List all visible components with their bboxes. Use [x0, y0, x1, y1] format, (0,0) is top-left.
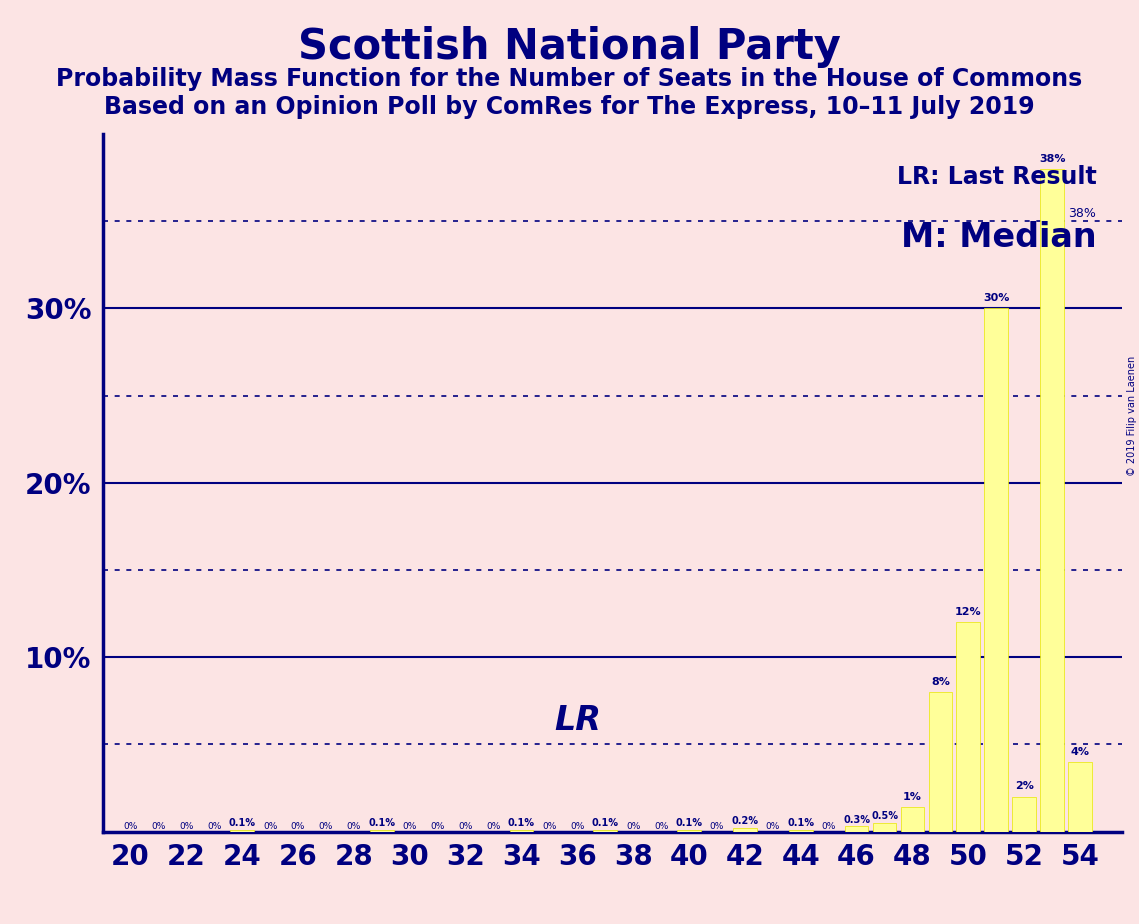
Text: 0%: 0%: [207, 821, 221, 831]
Text: 0.5%: 0.5%: [871, 811, 898, 821]
Text: 0%: 0%: [319, 821, 333, 831]
Text: 0%: 0%: [179, 821, 194, 831]
Text: 0.1%: 0.1%: [675, 818, 703, 828]
Text: 0.1%: 0.1%: [229, 818, 255, 828]
Text: 0.3%: 0.3%: [843, 815, 870, 824]
Text: 30%: 30%: [983, 293, 1009, 303]
Text: 4%: 4%: [1071, 747, 1090, 757]
Bar: [1040, 169, 1064, 832]
Text: 0%: 0%: [626, 821, 640, 831]
Text: 0%: 0%: [290, 821, 305, 831]
Text: 0%: 0%: [431, 821, 445, 831]
Text: 0%: 0%: [654, 821, 669, 831]
Text: 0.1%: 0.1%: [508, 818, 535, 828]
Bar: [734, 828, 756, 832]
Text: M: Median: M: Median: [901, 221, 1097, 254]
Text: 0%: 0%: [710, 821, 724, 831]
Bar: [789, 830, 812, 832]
Text: 38%: 38%: [1039, 153, 1065, 164]
Text: 0%: 0%: [402, 821, 417, 831]
Text: 38%: 38%: [1068, 207, 1097, 220]
Bar: [845, 826, 868, 832]
Bar: [1068, 761, 1092, 832]
Bar: [928, 692, 952, 832]
Text: 0%: 0%: [346, 821, 361, 831]
Text: Based on an Opinion Poll by ComRes for The Express, 10–11 July 2019: Based on an Opinion Poll by ComRes for T…: [104, 95, 1035, 119]
Bar: [509, 830, 533, 832]
Bar: [872, 823, 896, 832]
Bar: [957, 623, 981, 832]
Text: Scottish National Party: Scottish National Party: [298, 26, 841, 67]
Text: 0%: 0%: [263, 821, 277, 831]
Text: 0.1%: 0.1%: [787, 818, 814, 828]
Text: 0%: 0%: [123, 821, 138, 831]
Bar: [1013, 796, 1036, 832]
Bar: [678, 830, 700, 832]
Text: LR: LR: [554, 704, 600, 737]
Text: 0.1%: 0.1%: [368, 818, 395, 828]
Text: 12%: 12%: [954, 607, 982, 617]
Text: 0.1%: 0.1%: [592, 818, 618, 828]
Bar: [593, 830, 617, 832]
Bar: [901, 808, 925, 832]
Text: 0.2%: 0.2%: [731, 817, 759, 826]
Text: 8%: 8%: [931, 677, 950, 687]
Text: 0%: 0%: [486, 821, 501, 831]
Text: 0%: 0%: [571, 821, 584, 831]
Text: 0%: 0%: [542, 821, 557, 831]
Text: 0%: 0%: [151, 821, 165, 831]
Text: 0%: 0%: [821, 821, 836, 831]
Bar: [230, 830, 254, 832]
Text: 0%: 0%: [458, 821, 473, 831]
Bar: [370, 830, 394, 832]
Text: © 2019 Filip van Laenen: © 2019 Filip van Laenen: [1126, 356, 1137, 476]
Text: LR: Last Result: LR: Last Result: [896, 165, 1097, 189]
Text: 0%: 0%: [765, 821, 780, 831]
Text: 1%: 1%: [903, 792, 921, 802]
Text: 2%: 2%: [1015, 782, 1033, 792]
Text: Probability Mass Function for the Number of Seats in the House of Commons: Probability Mass Function for the Number…: [56, 67, 1083, 91]
Bar: [984, 309, 1008, 832]
